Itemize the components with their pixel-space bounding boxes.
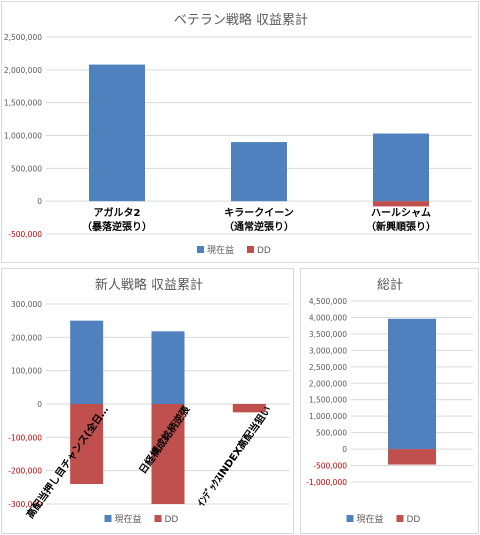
legend-label-dd: DD bbox=[165, 515, 179, 525]
y-tick-label: 1,000,000 bbox=[4, 132, 42, 141]
bar-current bbox=[151, 331, 185, 404]
veteran-chart-panel: ベテラン戦略 収益累計 2,500,000 2,000,000 1,500,000 1… bbox=[1, 1, 479, 263]
y-tick-label: -1,000,000 bbox=[306, 478, 347, 487]
y-tick-label: -200,000 bbox=[8, 467, 42, 476]
legend-swatch-dd bbox=[396, 515, 404, 522]
bar-current bbox=[373, 133, 429, 202]
bar-current bbox=[388, 318, 436, 450]
category-label: （暴落逆張り） bbox=[82, 220, 152, 233]
legend-label-current: 現在益 bbox=[207, 244, 234, 256]
bar-dd bbox=[70, 404, 104, 484]
y-tick-label: 4,500,000 bbox=[309, 297, 347, 306]
y-tick-label: 200,000 bbox=[11, 333, 42, 342]
y-tick-label: 300,000 bbox=[11, 300, 42, 309]
category-label: （通常逆張り） bbox=[224, 220, 294, 233]
bar-dd bbox=[373, 201, 429, 207]
legend-swatch-current bbox=[104, 515, 112, 522]
y-tick-label: 100,000 bbox=[11, 367, 42, 376]
y-tick-label: -100,000 bbox=[8, 433, 42, 442]
y-tick-label: 2,500,000 bbox=[4, 33, 42, 42]
total-chart-title: 総計 bbox=[377, 277, 403, 293]
veteran-chart: ベテラン戦略 収益累計 2,500,000 2,000,000 1,500,000 1… bbox=[4, 12, 472, 256]
legend-swatch-dd bbox=[247, 246, 254, 253]
legend-swatch-current bbox=[197, 246, 204, 253]
rookie-chart-panel: 新人戦略 収益累計 300,000 200,000 100,000 0 -100,000… bbox=[1, 268, 294, 534]
y-tick-label: 1,000,000 bbox=[309, 412, 347, 421]
legend-swatch-dd bbox=[154, 515, 162, 522]
rookie-chart-title: 新人戦略 収益累計 bbox=[95, 277, 203, 293]
y-tick-label: 1,500,000 bbox=[309, 396, 347, 405]
y-tick-label: 4,000,000 bbox=[309, 313, 347, 322]
legend-label-dd: DD bbox=[407, 515, 421, 525]
y-tick-label: -500,000 bbox=[8, 230, 42, 239]
bar-dd bbox=[151, 404, 185, 504]
category-label: ｲﾝﾃﾞｯｸｽINDEX高配当狙い bbox=[194, 403, 273, 509]
category-label: アガルタ2 bbox=[94, 206, 141, 219]
y-tick-label: 2,500,000 bbox=[309, 363, 347, 372]
y-tick-label: 3,500,000 bbox=[309, 330, 347, 339]
bar-current bbox=[89, 64, 145, 202]
y-tick-label: 0 bbox=[342, 445, 347, 454]
rookie-chart: 新人戦略 収益累計 300,000 200,000 100,000 0 -100,000… bbox=[8, 277, 290, 525]
y-tick-label: 2,000,000 bbox=[309, 379, 347, 388]
legend-swatch-current bbox=[346, 515, 354, 522]
total-chart: 総計 4,500,000 4,000,000 3,500,000 3,000,000 2… bbox=[306, 277, 473, 525]
bar-dd bbox=[388, 449, 436, 465]
veteran-chart-title: ベテラン戦略 収益累計 bbox=[174, 12, 308, 28]
bar-current bbox=[70, 320, 104, 404]
legend-label-dd: DD bbox=[257, 246, 271, 256]
bar-dd bbox=[232, 404, 266, 413]
y-tick-label: -500,000 bbox=[313, 462, 347, 471]
legend-label-current: 現在益 bbox=[115, 513, 142, 525]
total-chart-panel: 総計 4,500,000 4,000,000 3,500,000 3,000,000 2… bbox=[300, 268, 479, 534]
y-tick-label: 500,000 bbox=[11, 164, 42, 173]
y-tick-label: 500,000 bbox=[316, 429, 347, 438]
y-tick-label: 0 bbox=[37, 400, 42, 409]
y-tick-label: 3,000,000 bbox=[309, 346, 347, 355]
legend-label-current: 現在益 bbox=[357, 513, 384, 525]
y-tick-label: 2,000,000 bbox=[4, 66, 42, 75]
y-tick-label: 1,500,000 bbox=[4, 99, 42, 108]
y-tick-label: -300,000 bbox=[8, 500, 42, 509]
bar-current bbox=[231, 142, 287, 202]
y-tick-label: 0 bbox=[37, 197, 42, 206]
category-label: ハールシャム bbox=[371, 207, 431, 219]
category-label: キラークイーン bbox=[224, 207, 294, 219]
category-label: （新興順張り） bbox=[366, 220, 436, 233]
